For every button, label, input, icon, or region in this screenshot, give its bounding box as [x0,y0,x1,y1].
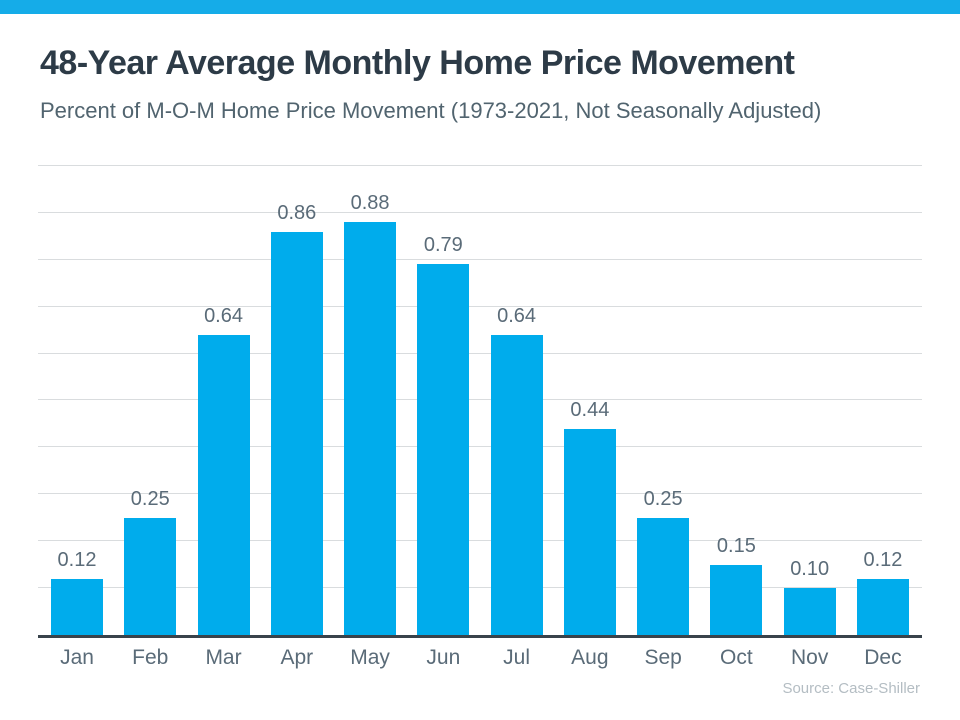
bar-value-label: 0.10 [790,558,830,580]
bar-group: 0.86 [270,166,323,635]
bar-group: 0.10 [783,166,836,635]
bars-row: 0.12 0.25 0.64 0.86 0.88 0.79 0.64 0.44 0.25 0.15… [38,166,922,635]
bar-value-label: 0.44 [570,399,610,421]
bar-value-label: 0.88 [350,192,390,214]
x-axis-label: May [350,646,390,669]
bar-group: 0.64 [490,166,543,635]
bar-value-label: 0.64 [204,305,243,327]
gridline [38,212,922,213]
bar-value-label: 0.25 [130,488,170,510]
bar-group: 0.44 [563,166,616,635]
bar [563,429,616,635]
gridline [38,399,922,400]
x-axis-labels: Jan Feb Mar Apr May Jun Jul Aug Sep Oct Nov Dec [38,646,922,670]
bar [490,335,543,635]
top-accent-bar [0,0,960,14]
x-axis-label: Apr [280,646,314,669]
bar [51,579,103,635]
x-axis-label: Jul [503,646,531,669]
bar-group: 0.88 [344,166,397,635]
bar-group: 0.25 [124,166,177,635]
bar-value-label: 0.15 [716,535,756,557]
bar-value-label: 0.79 [423,234,463,256]
bar [344,222,397,635]
bar [783,588,836,635]
gridline [38,493,922,494]
bar-group: 0.79 [417,166,470,635]
bar [270,232,323,635]
bar [710,565,763,635]
x-axis-label: Oct [720,646,753,669]
gridline [38,353,922,354]
x-axis-label: Mar [205,646,242,669]
gridline [38,259,922,260]
gridline [38,540,922,541]
x-axis-label: Jun [426,646,461,669]
bar [417,264,470,635]
bar-value-label: 0.64 [497,305,537,327]
chart-subtitle: Percent of M-O-M Home Price Movement (19… [40,98,822,123]
bar-value-label: 0.12 [863,549,903,571]
bar-value-label: 0.25 [643,488,683,510]
gridline [38,306,922,307]
bar [637,518,690,635]
bar-group: 0.15 [710,166,763,635]
bar-value-label: 0.86 [277,202,317,224]
bar-group: 0.12 [51,166,103,635]
gridline [38,587,922,588]
x-axis-label: Feb [132,646,169,669]
gridline [38,446,922,447]
bar [197,335,250,635]
x-axis-label: Nov [790,646,829,669]
chart-title: 48-Year Average Monthly Home Price Movem… [40,44,795,82]
bar-group: 0.64 [197,166,250,635]
bar-value-label: 0.12 [57,549,97,571]
gridline [38,165,922,166]
x-axis-label: Aug [571,646,609,669]
bar [124,518,177,635]
x-axis-label: Jan [60,646,94,669]
bar [856,579,909,635]
plot-area: 0.12 0.25 0.64 0.86 0.88 0.79 0.64 0.44 0.25 0.15… [38,165,922,638]
source-note: Source: Case-Shiller [782,680,920,697]
bar-group: 0.25 [637,166,690,635]
bar-group: 0.12 [856,166,909,635]
x-axis-label: Sep [644,646,682,669]
x-axis-label: Dec [864,646,902,669]
